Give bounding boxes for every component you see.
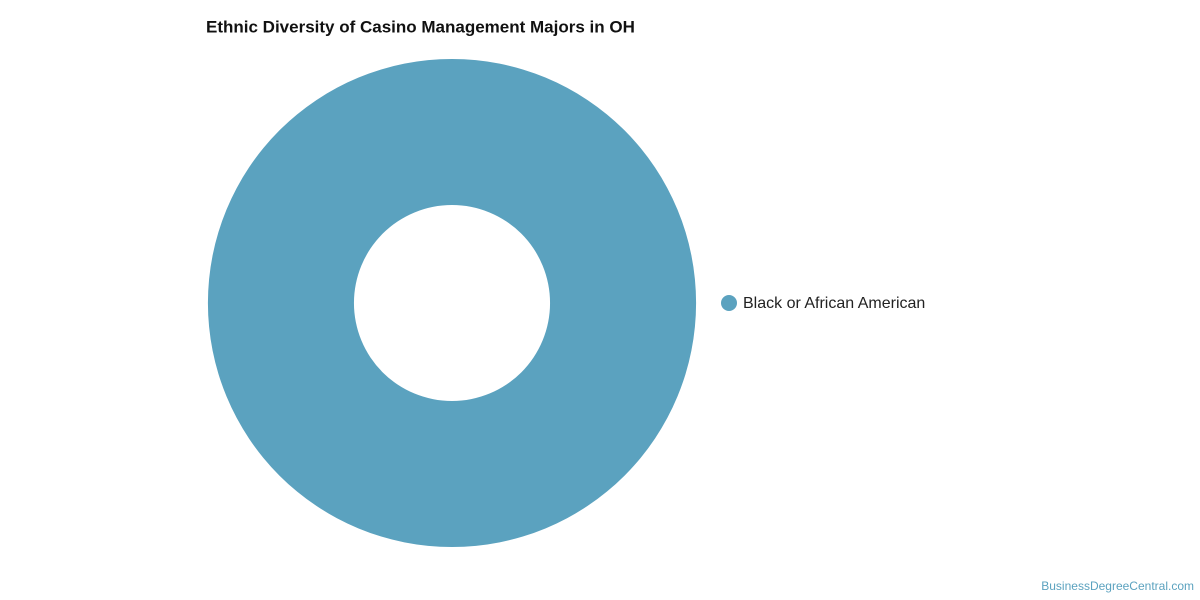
legend-marker	[721, 295, 737, 311]
donut-slice	[207, 58, 697, 547]
legend-label: Black or African American	[743, 295, 925, 312]
chart-title: Ethnic Diversity of Casino Management Ma…	[206, 17, 635, 36]
watermark[interactable]: BusinessDegreeCentral.com	[1041, 579, 1194, 593]
